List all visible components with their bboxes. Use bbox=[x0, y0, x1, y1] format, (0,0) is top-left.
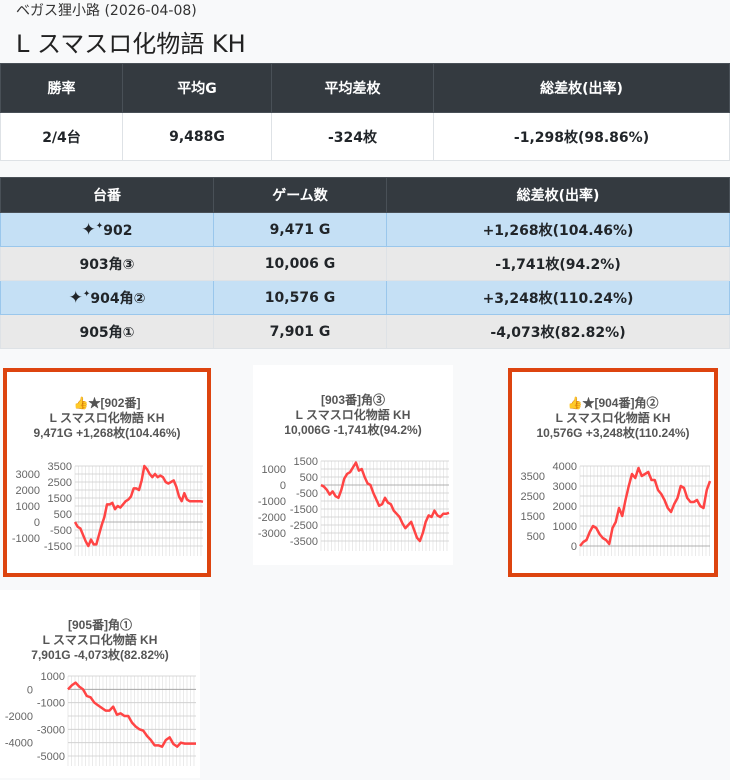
header-games: ゲーム数 bbox=[213, 177, 387, 213]
y-tick-label: 2000 bbox=[16, 485, 40, 497]
page-title: L スマスロ化物語 KH bbox=[16, 30, 246, 58]
series-line bbox=[73, 464, 204, 548]
y-tick-label: 1000 bbox=[41, 671, 65, 683]
chart-title: [903番]角③ L スマスロ化物語 KH 10,006G -1,741枚(94… bbox=[284, 393, 422, 437]
y-tick-label: -4000 bbox=[5, 738, 33, 750]
y-tick-label: -3500 bbox=[290, 536, 318, 548]
diff-value: -1,741枚(94.2%) bbox=[386, 246, 730, 281]
y-tick-label: 1500 bbox=[48, 493, 72, 505]
total-diff: -1,298枚(98.86%) bbox=[433, 112, 730, 161]
y-tick-label: 0 bbox=[571, 541, 577, 553]
header-avg-diff: 平均差枚 bbox=[271, 63, 434, 113]
machine-number[interactable]: ✦✦902 bbox=[0, 212, 214, 247]
sparkle-icon: ✦✦ bbox=[81, 219, 104, 240]
header-avg-games: 平均G bbox=[122, 63, 272, 113]
series-line bbox=[579, 466, 712, 547]
y-tick-label: -500 bbox=[50, 525, 72, 537]
header-diff: 総差枚(出率) bbox=[386, 177, 730, 213]
y-tick-label: 4000 bbox=[553, 461, 577, 473]
y-tick-label: -500 bbox=[296, 488, 318, 500]
machine-number[interactable]: 903角③ bbox=[0, 246, 214, 281]
y-tick-label: 0 bbox=[34, 517, 40, 529]
header-total-diff: 総差枚(出率) bbox=[433, 63, 730, 113]
game-count: 7,901 G bbox=[213, 314, 387, 349]
chart-title: 👍★[904番]角② L スマスロ化物語 KH 10,576G +3,248枚(… bbox=[536, 396, 690, 440]
table-row: 903角③ 10,006 G -1,741枚(94.2%) bbox=[0, 246, 730, 281]
y-tick-label: 500 bbox=[54, 509, 72, 521]
y-tick-label: -1000 bbox=[12, 533, 40, 545]
series-line bbox=[67, 681, 196, 748]
y-tick-label: -3000 bbox=[258, 528, 286, 540]
y-tick-label: 3500 bbox=[521, 471, 545, 483]
summary-table: 勝率 平均G 平均差枚 総差枚(出率) 2/4台 9,488G -324枚 -1… bbox=[0, 63, 730, 161]
diff-value: +1,268枚(104.46%) bbox=[386, 212, 730, 247]
machine-number[interactable]: ✦✦904角② bbox=[0, 280, 214, 315]
series-line bbox=[320, 461, 450, 543]
y-tick-label: 1000 bbox=[16, 501, 40, 513]
y-tick-label: -5000 bbox=[37, 751, 65, 763]
y-tick-label: 1500 bbox=[521, 511, 545, 523]
y-tick-label: 2500 bbox=[48, 477, 72, 489]
machine-table: 台番 ゲーム数 総差枚(出率) ✦✦902 9,471 G +1,268枚(10… bbox=[0, 177, 730, 349]
chart-title: [905番]角① L スマスロ化物語 KH 7,901G -4,073枚(82.… bbox=[31, 618, 169, 662]
table-row: 905角① 7,901 G -4,073枚(82.82%) bbox=[0, 314, 730, 349]
line-chart: 1000 0 -1000 -2000 -3000 -4000 -5000 bbox=[5, 671, 196, 766]
diff-value: -4,073枚(82.82%) bbox=[386, 314, 730, 349]
win-rate: 2/4台 bbox=[0, 112, 123, 161]
y-tick-label: -2000 bbox=[258, 512, 286, 524]
avg-games: 9,488G bbox=[122, 112, 272, 161]
y-tick-label: -3000 bbox=[37, 724, 65, 736]
y-tick-label: 500 bbox=[300, 472, 318, 484]
sparkle-icon: ✦✦ bbox=[68, 287, 91, 308]
table-row: ✦✦902 9,471 G +1,268枚(104.46%) bbox=[0, 212, 730, 247]
y-tick-label: 2500 bbox=[521, 491, 545, 503]
header-win-rate: 勝率 bbox=[0, 63, 123, 113]
header-machine-no: 台番 bbox=[0, 177, 214, 213]
y-tick-label: 0 bbox=[280, 480, 286, 492]
y-tick-label: 500 bbox=[527, 531, 545, 543]
game-count: 10,576 G bbox=[213, 280, 387, 315]
chart-card: 👍★[902番] L スマスロ化物語 KH 9,471G +1,268枚(104… bbox=[3, 368, 211, 577]
y-tick-label: 3000 bbox=[553, 481, 577, 493]
line-chart: 3500 3000 2500 2000 1500 1000 500 0 -500 -1000 -15… bbox=[12, 461, 204, 556]
chart-card: [903番]角③ L スマスロ化物語 KH 10,006G -1,741枚(94… bbox=[253, 365, 453, 565]
y-tick-label: -1500 bbox=[44, 541, 72, 553]
y-tick-label: 0 bbox=[27, 684, 33, 696]
y-tick-label: 1500 bbox=[294, 456, 318, 468]
line-chart: 1500 1000 500 0 -500 -1000 -1500 -2000 -2500 -300… bbox=[258, 456, 450, 551]
machine-number[interactable]: 905角① bbox=[0, 314, 214, 349]
y-tick-label: 3500 bbox=[48, 461, 72, 473]
table-row: ✦✦904角② 10,576 G +3,248枚(110.24%) bbox=[0, 280, 730, 315]
diff-value: +3,248枚(110.24%) bbox=[386, 280, 730, 315]
chart-card: [905番]角① L スマスロ化物語 KH 7,901G -4,073枚(82.… bbox=[0, 590, 200, 778]
y-tick-label: -2500 bbox=[290, 520, 318, 532]
store-date: ベガス狸小路 (2026-04-08) bbox=[16, 3, 197, 19]
y-tick-label: -1000 bbox=[258, 496, 286, 508]
avg-diff: -324枚 bbox=[271, 112, 434, 161]
y-tick-label: 1000 bbox=[553, 521, 577, 533]
line-chart: 4000 3500 3000 2500 2000 1500 1000 500 0 bbox=[521, 461, 712, 556]
y-tick-label: -2000 bbox=[5, 711, 33, 723]
game-count: 9,471 G bbox=[213, 212, 387, 247]
chart-title: 👍★[902番] L スマスロ化物語 KH 9,471G +1,268枚(104… bbox=[33, 396, 181, 440]
y-tick-label: 1000 bbox=[262, 464, 286, 476]
game-count: 10,006 G bbox=[213, 246, 387, 281]
y-tick-label: -1500 bbox=[290, 504, 318, 516]
y-tick-label: 3000 bbox=[16, 469, 40, 481]
y-tick-label: -1000 bbox=[37, 698, 65, 710]
chart-card: 👍★[904番]角② L スマスロ化物語 KH 10,576G +3,248枚(… bbox=[508, 368, 718, 577]
y-tick-label: 2000 bbox=[553, 501, 577, 513]
